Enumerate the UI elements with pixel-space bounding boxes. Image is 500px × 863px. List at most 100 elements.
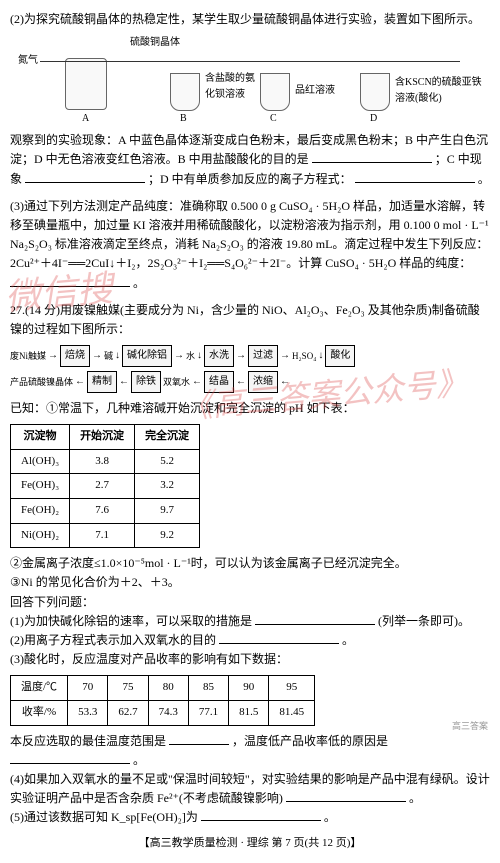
- p3-period: 。: [133, 276, 145, 290]
- apparatus-diagram: 硫酸铜晶体 氮气 含盐酸的氨化钡溶液 品红溶液 含KSCN的硫酸亚铁溶液(酸化)…: [10, 33, 490, 123]
- blank-q1[interactable]: [255, 624, 375, 625]
- t1-r4c3: 9.2: [135, 523, 200, 548]
- q3-period: 。: [133, 753, 145, 767]
- q1-text: (1)为加快碱化除铝的速率，可以采取的措施是: [10, 614, 252, 628]
- label-a: A: [82, 111, 89, 127]
- t2-v2: 62.7: [108, 700, 148, 725]
- p27-note2: ②金属离子浓度≤1.0×10⁻⁵mol · L⁻¹时，可以认为该金属离子已经沉淀…: [10, 554, 490, 573]
- solubility-table: 沉淀物 开始沉淀 完全沉淀 Al(OH)₃ 3.8 5.2 Fe(OH)₃ 2.…: [10, 424, 200, 548]
- blank-c-phenom[interactable]: [25, 182, 145, 183]
- t2-c4: 85: [188, 676, 228, 701]
- flow-start: 废Ni触媒: [10, 349, 46, 363]
- t1-r1c3: 5.2: [135, 449, 200, 474]
- arrow-icon: ←: [280, 374, 290, 390]
- blank-q3a[interactable]: [169, 744, 229, 745]
- t2-v5: 81.5: [229, 700, 269, 725]
- t1-r4c2: 7.1: [70, 523, 135, 548]
- t2-v4: 77.1: [188, 700, 228, 725]
- tube-line: [40, 61, 460, 62]
- label-b: B: [180, 111, 187, 127]
- bottom-logo: 高三答案: [452, 719, 488, 733]
- p27-note3: ③Ni 的常见化合价为＋2、＋3。: [10, 573, 490, 592]
- p27-intro: 27.(14 分)用废镍触媒(主要成分为 Ni，含少量的 NiO、Al₂O₃、F…: [10, 301, 490, 339]
- t1-r3c2: 7.6: [70, 499, 135, 524]
- arrow-icon: ↓: [318, 348, 323, 364]
- blank-b-purpose[interactable]: [312, 162, 432, 163]
- q1-tail: (列举一条即可)。: [378, 614, 470, 628]
- blank-q2[interactable]: [219, 643, 339, 644]
- blank-q5[interactable]: [201, 820, 321, 821]
- arrow-icon: →: [280, 348, 290, 364]
- t1-h3: 完全沉淀: [135, 425, 200, 450]
- p27-q3-followup: 本反应选取的最佳温度范围是 ，温度低产品收率低的原因是 。: [10, 732, 490, 770]
- arrow-icon: →: [48, 348, 58, 364]
- t1-r1c1: Al(OH)₃: [11, 449, 70, 474]
- q2-text: (2)用离子方程式表示加入双氧水的目的: [10, 633, 216, 647]
- q5-period: 。: [324, 810, 336, 824]
- t2-v6: 81.45: [269, 700, 315, 725]
- blank-purity[interactable]: [10, 286, 130, 287]
- t2-c3: 80: [148, 676, 188, 701]
- label-c: C: [270, 111, 277, 127]
- t2-c2: 75: [108, 676, 148, 701]
- t2-c1: 70: [68, 676, 108, 701]
- flow-b6: 除铁: [131, 371, 161, 393]
- arrow-icon: ←: [236, 374, 246, 390]
- flow-l3: H₂SO₄: [292, 349, 316, 363]
- t1-h1: 沉淀物: [11, 425, 70, 450]
- flow-b3: 水洗: [204, 345, 234, 367]
- t1-r3c3: 9.7: [135, 499, 200, 524]
- t2-c5: 90: [229, 676, 269, 701]
- flow-b8: 浓缩: [248, 371, 278, 393]
- flow-b5: 酸化: [325, 345, 355, 367]
- arrow-icon: ↓: [115, 348, 120, 364]
- flow-b1: 焙烧: [60, 345, 90, 367]
- label-d-desc: 含KSCN的硫酸亚铁溶液(酸化): [395, 75, 485, 107]
- flow-l2: 水: [186, 349, 195, 363]
- t1-r2c3: 3.2: [135, 474, 200, 499]
- p2-period: 。: [478, 172, 490, 186]
- apparatus-c: [260, 73, 290, 111]
- p27-q5: (5)通过该数据可知 K_sp[Fe(OH)₂]为 。: [10, 808, 490, 827]
- apparatus-b: [170, 73, 200, 111]
- p27-answer-prompt: 回答下列问题：: [10, 593, 490, 612]
- yield-table: 温度/℃ 70 75 80 85 90 95 收率/% 53.3 62.7 74…: [10, 675, 315, 725]
- blank-q4[interactable]: [286, 801, 406, 802]
- flow-b9: 精制: [87, 371, 117, 393]
- t2-c6: 95: [269, 676, 315, 701]
- q2-period: 。: [342, 633, 354, 647]
- q4-period: 。: [409, 791, 421, 805]
- t1-h2: 开始沉淀: [70, 425, 135, 450]
- flow-product: 产品硫酸镍晶体: [10, 375, 73, 389]
- arrow-icon: ←: [192, 374, 202, 390]
- page-footer: 【高三教学质量检测 · 理综 第 7 页(共 12 页)】: [10, 835, 490, 853]
- label-d: D: [370, 111, 377, 127]
- t1-r4c1: Ni(OH)₂: [11, 523, 70, 548]
- t1-r3c1: Fe(OH)₂: [11, 499, 70, 524]
- arrow-icon: ←: [119, 374, 129, 390]
- apparatus-d: [360, 73, 390, 111]
- blank-q3b[interactable]: [10, 763, 130, 764]
- t2-h1: 温度/℃: [11, 676, 68, 701]
- flowchart: 废Ni触媒 → 焙烧 → 碱 ↓ 碱化除铝 → 水 ↓ 水洗 → 过滤 → H₂…: [10, 345, 490, 393]
- p27-q3: (3)酸化时，反应温度对产品收率的影响有如下数据：: [10, 650, 490, 669]
- blank-d-eqn[interactable]: [355, 182, 475, 183]
- problem-2: (2)为探究硫酸铜晶体的热稳定性，某学生取少量硫酸铜晶体进行实验，装置如下图所示…: [10, 10, 490, 189]
- flow-b4: 过滤: [248, 345, 278, 367]
- arrow-icon: →: [174, 348, 184, 364]
- q3-text: 本反应选取的最佳温度范围是: [10, 734, 166, 748]
- problem-3: (3)通过下列方法测定产品纯度：准确称取 0.500 0 g CuSO₄ · 5…: [10, 197, 490, 293]
- t1-r1c2: 3.8: [70, 449, 135, 474]
- arrow-icon: →: [236, 348, 246, 364]
- p27-q2: (2)用离子方程式表示加入双氧水的目的 。: [10, 631, 490, 650]
- apparatus-a: [65, 58, 107, 110]
- p2-intro: (2)为探究硫酸铜晶体的热稳定性，某学生取少量硫酸铜晶体进行实验，装置如下图所示…: [10, 10, 490, 29]
- t1-r2c2: 2.7: [70, 474, 135, 499]
- t2-v1: 53.3: [68, 700, 108, 725]
- t1-r2c1: Fe(OH)₃: [11, 474, 70, 499]
- flow-b2: 碱化除铝: [122, 345, 172, 367]
- arrow-icon: ↓: [197, 348, 202, 364]
- arrow-icon: →: [92, 348, 102, 364]
- t2-h2: 收率/%: [11, 700, 68, 725]
- arrow-icon: ←: [75, 374, 85, 390]
